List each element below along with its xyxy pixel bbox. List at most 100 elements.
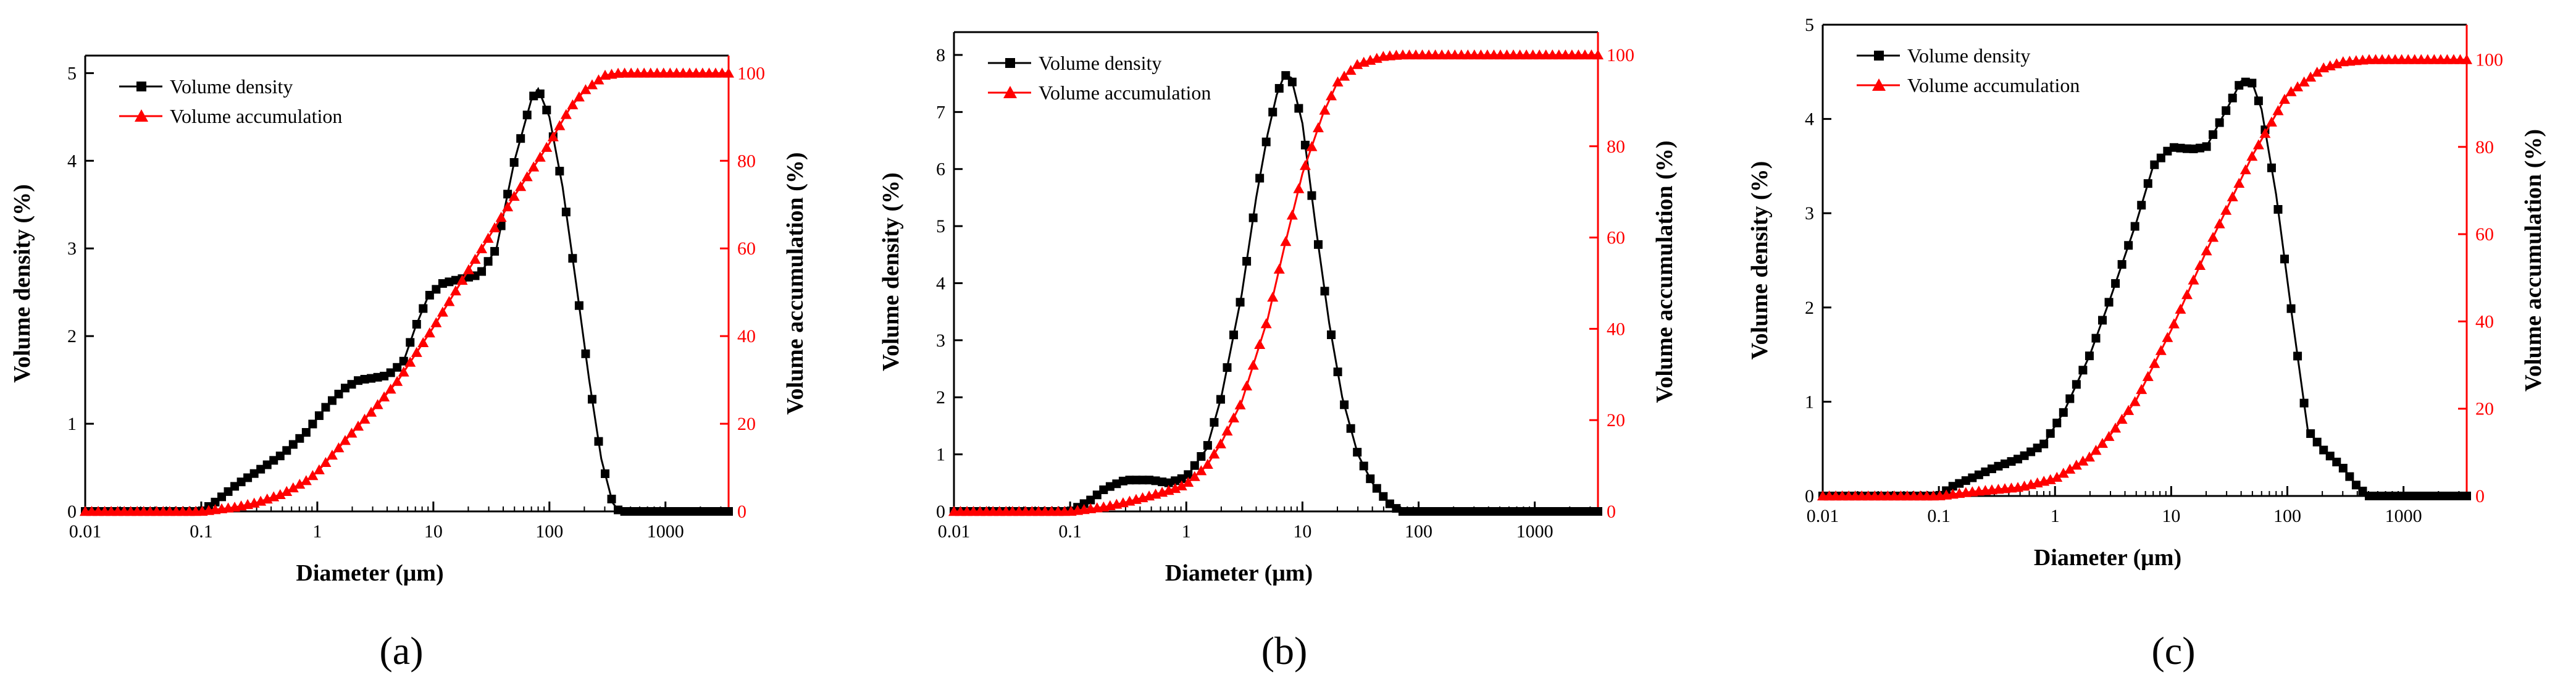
density-point <box>1398 507 1407 516</box>
density-point <box>724 507 733 516</box>
accumulation-point <box>554 120 566 130</box>
density-point <box>2449 492 2458 500</box>
density-point <box>2456 492 2465 500</box>
density-point <box>217 492 227 502</box>
accumulation-point <box>2090 445 2102 455</box>
density-point <box>1353 448 1362 457</box>
density-point <box>1379 492 1388 501</box>
accumulation-point <box>2305 71 2317 82</box>
accumulation-line <box>1823 59 2467 497</box>
y-tick-label: 5 <box>1805 15 1814 35</box>
density-point <box>2267 163 2276 172</box>
density-point <box>2397 492 2406 500</box>
y-axis-label: Volume density (%) <box>9 184 35 383</box>
density-point <box>2436 492 2445 500</box>
density-point <box>445 277 454 287</box>
accumulation-point <box>1312 122 1324 133</box>
density-point <box>327 396 337 405</box>
density-point <box>2215 118 2224 127</box>
density-point <box>1522 507 1531 516</box>
accumulation-point <box>2279 93 2291 104</box>
density-point <box>1385 499 1394 508</box>
accumulation-point <box>333 442 345 453</box>
y2-tick-label: 20 <box>1607 410 1625 430</box>
density-point <box>1158 477 1167 487</box>
accumulation-point <box>1169 482 1181 494</box>
accumulation-point <box>1189 471 1200 481</box>
accumulation-point <box>515 181 527 191</box>
density-point <box>1535 507 1544 516</box>
density-point <box>692 507 701 516</box>
density-point <box>1145 476 1154 485</box>
density-point <box>1457 507 1466 516</box>
accumulation-point <box>476 243 488 254</box>
accumulation-point <box>2201 245 2212 256</box>
x-tick-label: 0.01 <box>938 521 971 542</box>
density-point <box>1079 499 1089 508</box>
y2-tick-label: 40 <box>2475 311 2494 332</box>
y-axis-label: Volume density (%) <box>878 172 904 371</box>
y2-tick-label: 60 <box>737 238 756 259</box>
y-tick-label: 2 <box>67 326 77 346</box>
legend-accumulation-marker <box>1872 78 1886 91</box>
density-point <box>1086 495 1095 505</box>
density-point <box>1450 507 1460 516</box>
accumulation-point <box>281 485 293 496</box>
accumulation-point <box>2227 191 2238 201</box>
density-point <box>438 279 447 288</box>
accumulation-point <box>462 264 474 274</box>
accumulation-point <box>2259 128 2271 138</box>
x-axis-label: Diameter (μm) <box>2034 545 2181 571</box>
chart-panel-a: 0.01 0.1 1 10 100 1000 0 1 2 3 4 5 0 20 40 60 80 100 Diame… <box>9 54 808 673</box>
density-point <box>224 487 233 496</box>
accumulation-point <box>437 306 448 317</box>
accumulation-point <box>340 435 351 445</box>
accumulation-point <box>2149 358 2160 368</box>
density-point <box>2293 351 2302 361</box>
density-point <box>2078 366 2088 375</box>
accumulation-point <box>1326 90 1337 101</box>
accumulation-point <box>450 285 461 296</box>
density-point <box>1236 298 1245 307</box>
x-tick-label: 10 <box>1293 521 1311 542</box>
density-point <box>2312 437 2322 447</box>
accumulation-point <box>1306 141 1318 151</box>
y2-tick-label: 80 <box>737 151 756 171</box>
density-point <box>698 507 707 516</box>
y2-axis-label: Volume accumulation (%) <box>1652 140 1678 403</box>
density-point <box>406 338 415 347</box>
accumulation-point <box>443 296 455 306</box>
y2-axis-label: Volume accumulation (%) <box>782 152 808 414</box>
density-point <box>399 356 408 366</box>
density-point <box>1255 174 1265 183</box>
y2-tick-label: 40 <box>1607 319 1625 339</box>
accumulation-point <box>2311 66 2323 77</box>
density-point <box>243 473 253 482</box>
legend-accumulation-label: Volume accumulation <box>1907 74 2080 96</box>
accumulation-point <box>2057 468 2069 478</box>
x-tick-label: 100 <box>1405 521 1432 542</box>
density-point <box>2085 351 2094 361</box>
density-point <box>2026 447 2036 456</box>
accumulation-point <box>391 376 403 386</box>
accumulation-point <box>1267 292 1279 302</box>
accumulation-point <box>2461 54 2472 64</box>
legend-density-label: Volume density <box>1907 44 2030 67</box>
density-point <box>555 167 564 176</box>
density-point <box>2280 254 2290 264</box>
density-point <box>2417 492 2426 500</box>
accumulation-point <box>489 222 501 233</box>
accumulation-point <box>1228 412 1240 422</box>
y2-tick-label: 60 <box>1607 228 1625 248</box>
density-point <box>2358 486 2367 495</box>
y-tick-label: 3 <box>67 238 77 259</box>
density-point <box>230 482 240 491</box>
density-point <box>288 440 298 449</box>
density-point <box>640 507 649 516</box>
density-point <box>2404 492 2413 500</box>
density-point <box>2156 153 2165 162</box>
accumulation-point <box>2064 463 2076 474</box>
density-point <box>1216 395 1225 404</box>
density-point <box>2371 492 2380 500</box>
